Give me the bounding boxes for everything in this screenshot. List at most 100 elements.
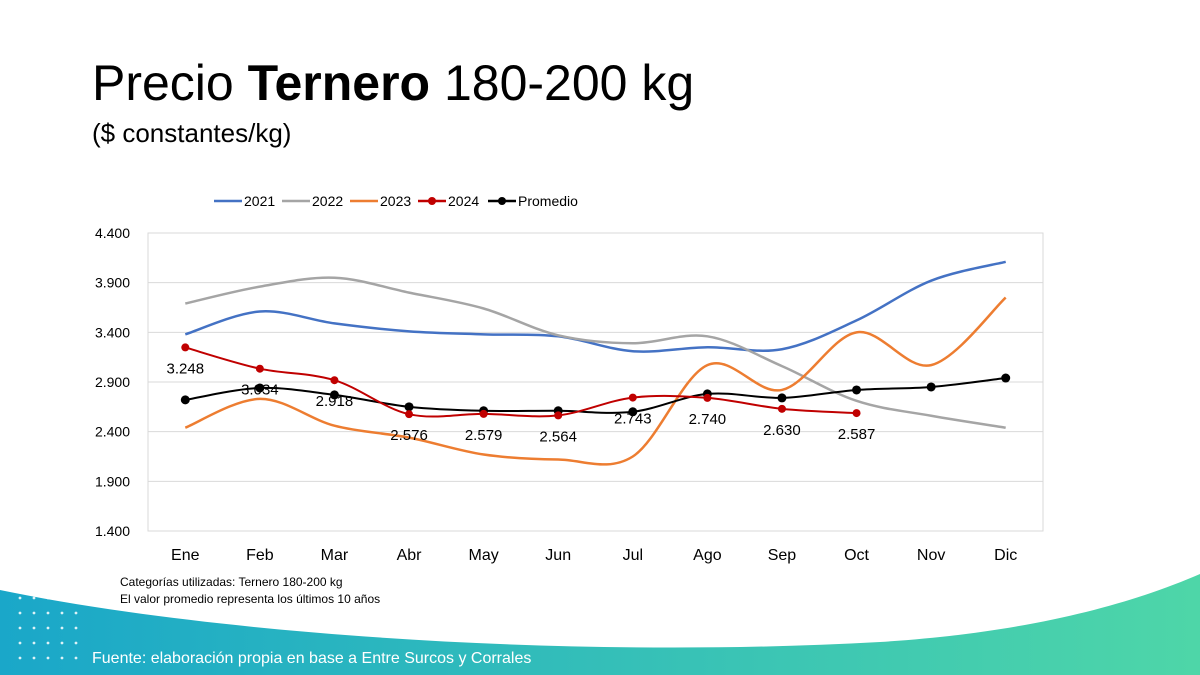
data-label-2024: 2.579 xyxy=(465,427,503,444)
footer-dot xyxy=(32,596,36,600)
series-point-promedio xyxy=(1001,373,1011,383)
footer-dot xyxy=(60,656,64,660)
series-point-2024 xyxy=(703,393,712,402)
series-line-2024 xyxy=(185,346,857,418)
x-tick-label: Abr xyxy=(397,547,423,564)
chart-data-labels: 3.248 3.034 2.918 2.576 2.579 2.564 2.743 2.740… xyxy=(167,360,876,445)
footer-dot xyxy=(46,626,50,630)
series-point-2024 xyxy=(479,409,488,418)
page-subtitle: ($ constantes/kg) xyxy=(92,118,292,148)
series-line-2022 xyxy=(185,276,1006,429)
series-point-2024 xyxy=(330,376,339,385)
series-point-promedio xyxy=(926,382,936,392)
data-label-2024: 3.248 xyxy=(167,360,205,377)
title-bold: Ternero xyxy=(247,55,431,111)
series-point-2024 xyxy=(255,364,264,373)
chart-legend: 2021 2022 2023 2024 Promedio xyxy=(214,193,578,209)
x-tick-label: Ene xyxy=(171,547,200,564)
footer-dot xyxy=(32,641,36,645)
source-note: Fuente: elaboración propia en base a Ent… xyxy=(92,650,532,667)
x-tick-label: Jul xyxy=(623,547,643,564)
x-tick-label: Sep xyxy=(768,547,797,564)
footer-dot-pattern xyxy=(18,596,78,660)
series-point-promedio xyxy=(852,385,862,395)
footer-dot xyxy=(46,611,50,615)
series-line-2021 xyxy=(184,260,1007,353)
note-categories: Categorías utilizadas: Ternero 180-200 k… xyxy=(120,575,343,589)
series-point-promedio xyxy=(255,383,265,393)
y-tick-label: 1.400 xyxy=(95,523,130,539)
data-label-2024: 2.587 xyxy=(838,426,876,443)
chart-notes: Categorías utilizadas: Ternero 180-200 k… xyxy=(120,574,380,608)
y-tick-label: 4.400 xyxy=(95,225,130,241)
footer-dot xyxy=(74,641,78,645)
series-point-promedio xyxy=(404,402,414,412)
x-tick-label: Ago xyxy=(693,547,722,564)
legend-label-2021: 2021 xyxy=(244,193,275,209)
footer-dot xyxy=(46,641,50,645)
y-tick-label: 3.900 xyxy=(95,275,130,291)
line-chart: 1.400 1.900 2.400 2.900 3.400 3.900 4.400 Ene F… xyxy=(95,193,1044,564)
page-title: Precio Ternero 180-200 kg xyxy=(92,56,694,111)
footer-dot xyxy=(74,596,78,600)
series-point-promedio xyxy=(777,393,787,403)
footer-wave xyxy=(0,574,1200,675)
legend-marker-2024 xyxy=(428,197,436,205)
series-line-2023 xyxy=(184,296,1007,466)
footer-dot xyxy=(60,626,64,630)
series-point-2024 xyxy=(852,409,861,418)
footer-dot xyxy=(32,626,36,630)
x-tick-label: Nov xyxy=(917,547,945,564)
footer-dot xyxy=(46,656,50,660)
footer-dot xyxy=(18,626,22,630)
footer-dot xyxy=(60,611,64,615)
footer-dot xyxy=(18,611,22,615)
x-axis-tick-labels: Ene Feb Mar Abr May Jun Jul Ago Sep Oct Nov Dic xyxy=(171,547,1017,564)
footer-dot xyxy=(74,626,78,630)
series-point-2024 xyxy=(405,410,414,419)
series-point-2024 xyxy=(554,411,563,420)
x-tick-label: Jun xyxy=(545,547,571,564)
footer-dot xyxy=(60,641,64,645)
title-prefix: Precio xyxy=(92,55,248,111)
note-average: El valor promedio representa los últimos… xyxy=(120,592,381,606)
footer-dot xyxy=(74,656,78,660)
x-tick-label: Mar xyxy=(321,547,349,564)
x-tick-label: May xyxy=(469,547,499,564)
x-tick-label: Oct xyxy=(844,547,869,564)
data-label-2024: 2.564 xyxy=(539,428,577,445)
y-tick-label: 2.400 xyxy=(95,424,130,440)
legend-label-2024: 2024 xyxy=(448,193,479,209)
footer-dot xyxy=(32,611,36,615)
footer-dot xyxy=(32,656,36,660)
series-point-2024 xyxy=(181,343,190,352)
data-label-2024: 2.630 xyxy=(763,422,801,439)
title-suffix: 180-200 kg xyxy=(430,55,695,111)
y-tick-label: 2.900 xyxy=(95,374,130,390)
y-tick-label: 3.400 xyxy=(95,324,130,340)
series-point-promedio xyxy=(180,395,190,405)
footer-dot xyxy=(18,656,22,660)
y-axis-tick-labels: 1.400 1.900 2.400 2.900 3.400 3.900 4.400 xyxy=(95,225,130,539)
footer-dot xyxy=(18,641,22,645)
legend-label-2023: 2023 xyxy=(380,193,411,209)
chart-gridlines xyxy=(147,232,1044,532)
series-point-promedio xyxy=(628,407,638,417)
series-point-promedio xyxy=(329,390,339,400)
chart-series xyxy=(180,260,1011,466)
footer-dot xyxy=(18,596,22,600)
series-line-promedio xyxy=(185,377,1006,414)
series-point-2024 xyxy=(777,404,786,413)
data-label-2024: 2.743 xyxy=(614,411,652,428)
footer-band xyxy=(0,574,1200,675)
x-tick-label: Dic xyxy=(994,547,1017,564)
footer-dot xyxy=(74,611,78,615)
footer-dot xyxy=(60,596,64,600)
data-label-2024: 3.034 xyxy=(241,382,279,399)
legend-label-promedio: Promedio xyxy=(518,193,578,209)
legend-label-2022: 2022 xyxy=(312,193,343,209)
data-label-2024: 2.576 xyxy=(390,427,428,444)
series-point-2024 xyxy=(628,393,637,402)
footer-dot xyxy=(46,596,50,600)
legend-marker-promedio xyxy=(498,197,506,205)
